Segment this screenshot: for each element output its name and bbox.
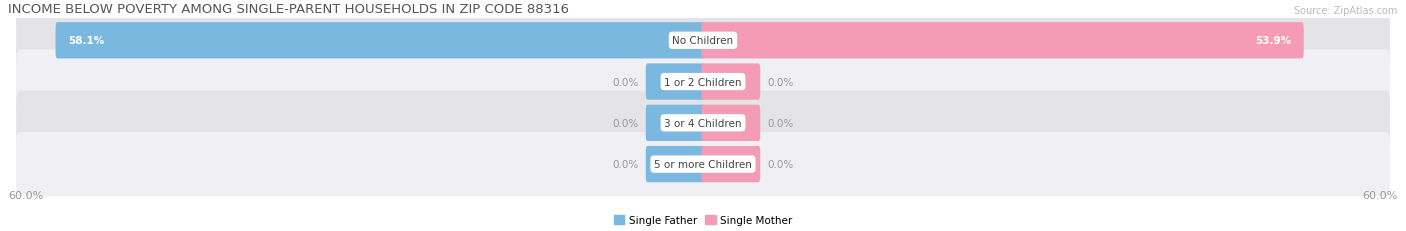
Text: 1 or 2 Children: 1 or 2 Children (664, 77, 742, 87)
Text: 60.0%: 60.0% (8, 190, 44, 200)
Text: 58.1%: 58.1% (69, 36, 104, 46)
Text: No Children: No Children (672, 36, 734, 46)
Text: 0.0%: 0.0% (768, 77, 794, 87)
Text: 0.0%: 0.0% (768, 159, 794, 169)
FancyBboxPatch shape (702, 146, 761, 182)
Text: 0.0%: 0.0% (612, 159, 638, 169)
Text: Source: ZipAtlas.com: Source: ZipAtlas.com (1295, 6, 1398, 16)
Text: 0.0%: 0.0% (612, 77, 638, 87)
FancyBboxPatch shape (15, 91, 1391, 155)
FancyBboxPatch shape (56, 23, 704, 59)
Text: 0.0%: 0.0% (768, 118, 794, 128)
FancyBboxPatch shape (645, 105, 704, 141)
FancyBboxPatch shape (645, 64, 704, 100)
FancyBboxPatch shape (702, 105, 761, 141)
FancyBboxPatch shape (15, 132, 1391, 197)
FancyBboxPatch shape (645, 146, 704, 182)
FancyBboxPatch shape (702, 64, 761, 100)
FancyBboxPatch shape (15, 9, 1391, 73)
Legend: Single Father, Single Mother: Single Father, Single Mother (610, 211, 796, 229)
Text: 5 or more Children: 5 or more Children (654, 159, 752, 169)
FancyBboxPatch shape (702, 23, 1303, 59)
Text: INCOME BELOW POVERTY AMONG SINGLE-PARENT HOUSEHOLDS IN ZIP CODE 88316: INCOME BELOW POVERTY AMONG SINGLE-PARENT… (8, 3, 569, 16)
Text: 53.9%: 53.9% (1254, 36, 1291, 46)
FancyBboxPatch shape (15, 50, 1391, 114)
Text: 0.0%: 0.0% (612, 118, 638, 128)
Text: 60.0%: 60.0% (1362, 190, 1398, 200)
Text: 3 or 4 Children: 3 or 4 Children (664, 118, 742, 128)
